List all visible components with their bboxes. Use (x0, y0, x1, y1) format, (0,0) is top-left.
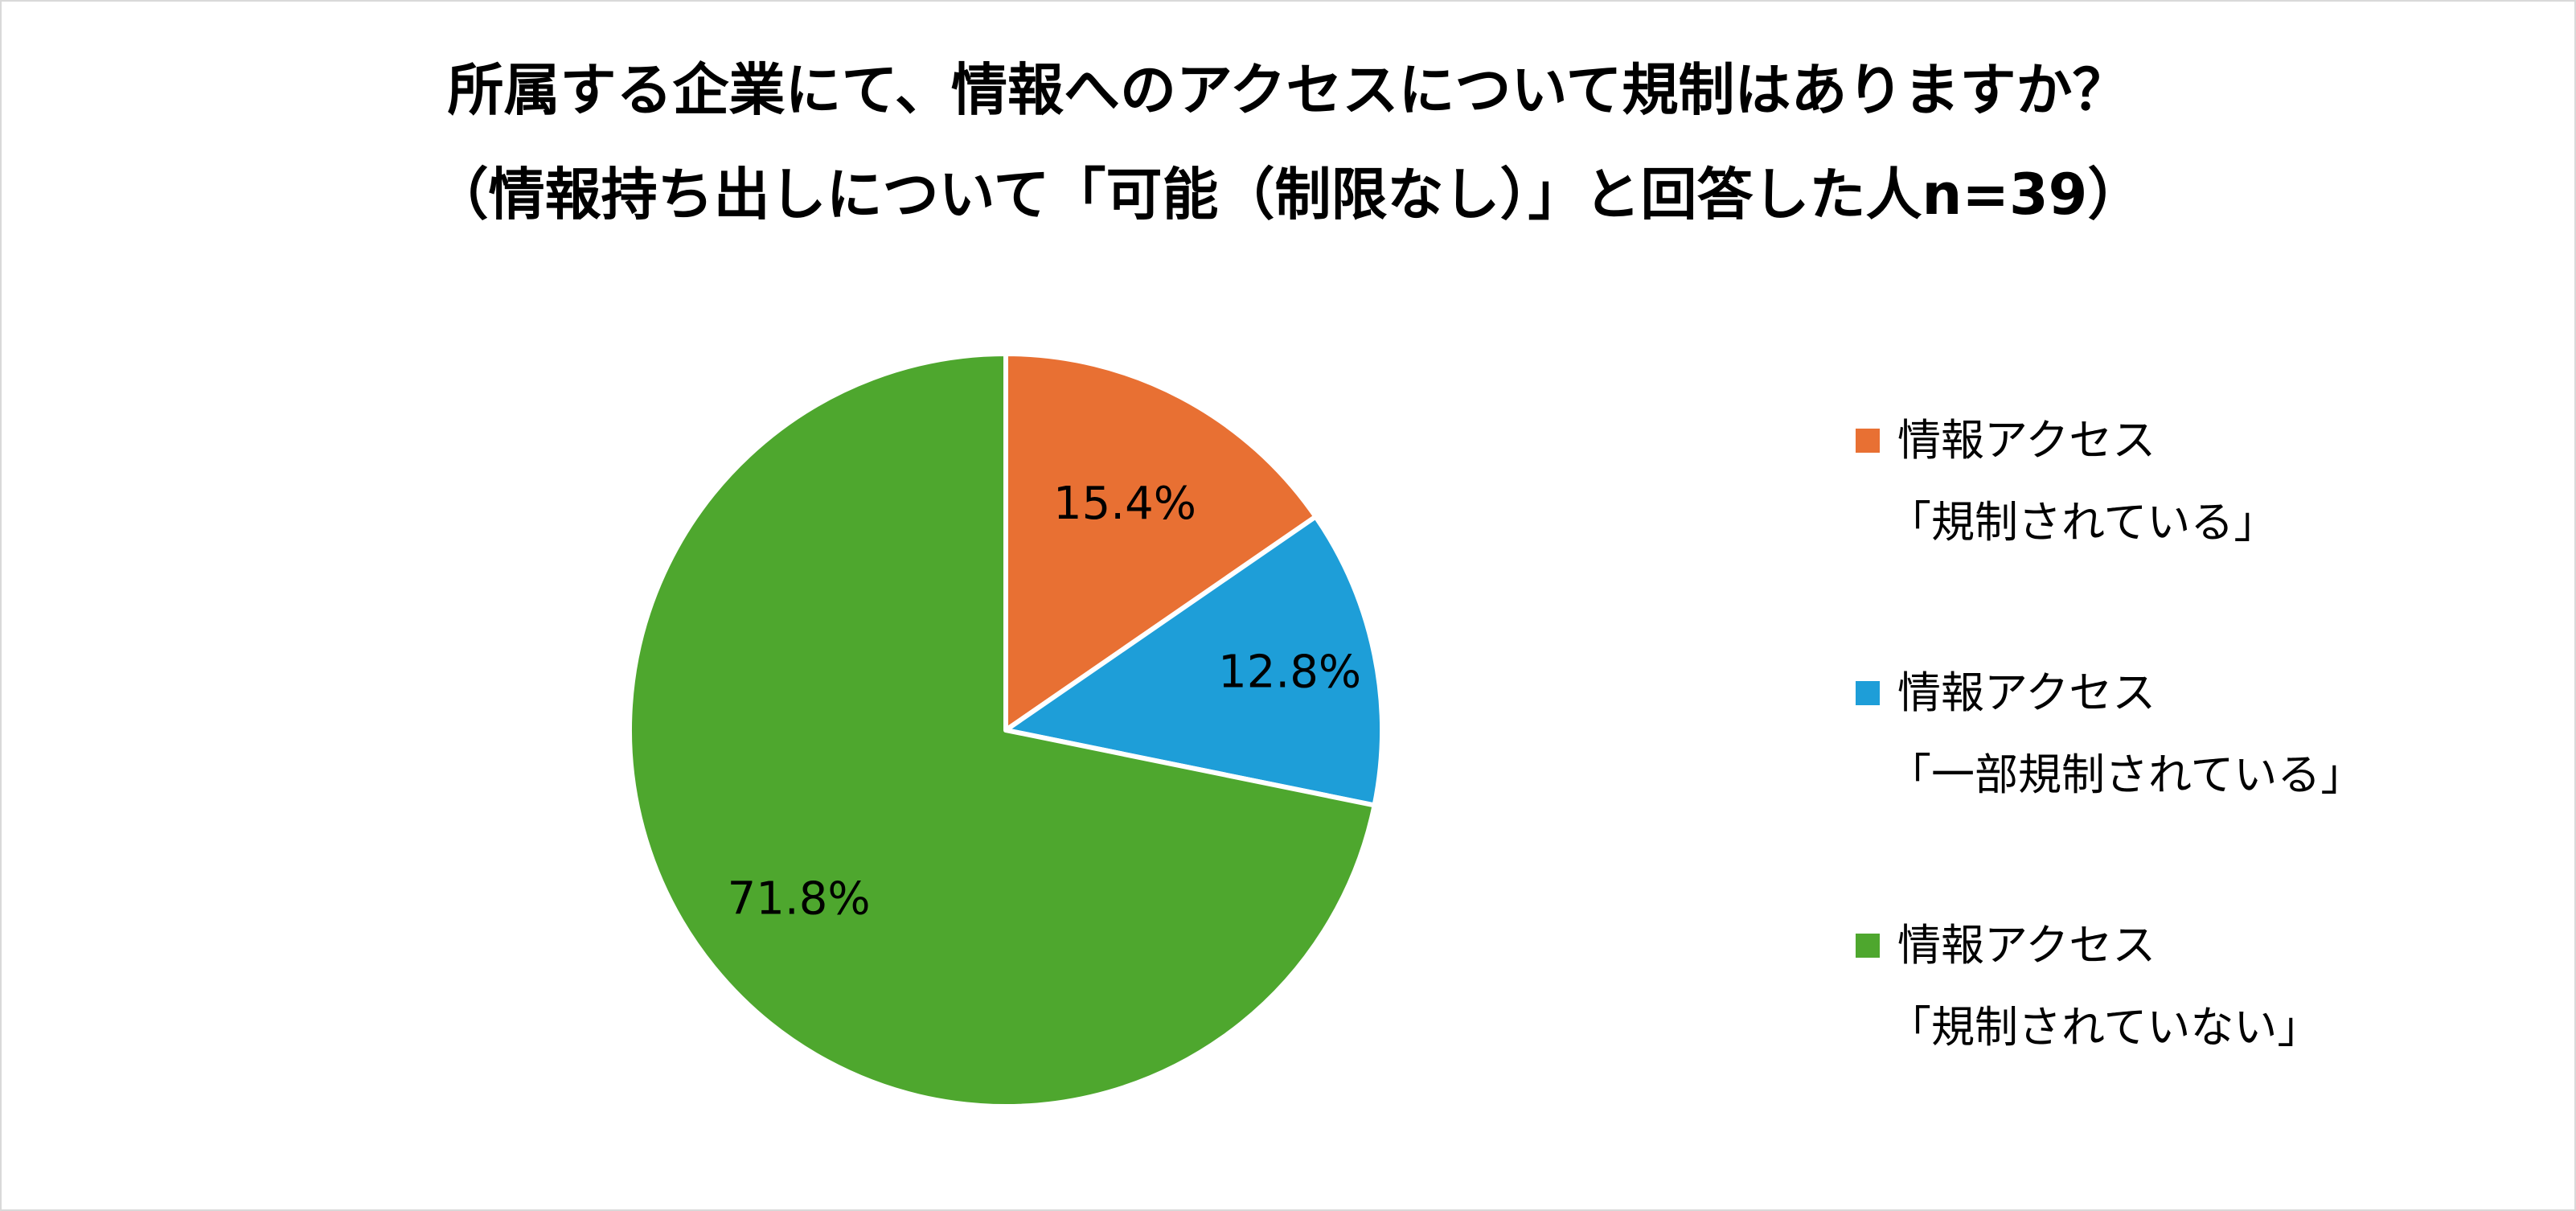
data-label: 12.8% (1218, 647, 1361, 699)
legend-label-line1: 情報アクセス (1897, 415, 2156, 466)
pie-data-labels: 15.4% 12.8% 71.8% (728, 478, 1361, 926)
data-label: 71.8% (728, 873, 871, 926)
pie-slice-not-regulated (626, 351, 1377, 1109)
legend-label-line2: 「一部規制されている」 (1888, 749, 2365, 800)
legend-swatch (1856, 681, 1880, 705)
pie-slices (626, 351, 1384, 1109)
legend-swatch (1856, 934, 1880, 958)
legend-swatch (1856, 429, 1880, 453)
pie-slice-partially-regulated (1003, 514, 1384, 808)
chart-subtitle: （情報持ち出しについて「可能（制限なし）」と回答した人n=39） (432, 162, 2144, 228)
legend-label-line1: 情報アクセス (1897, 920, 2156, 971)
data-label: 15.4% (1053, 478, 1196, 530)
legend-label-line2: 「規制されている」 (1888, 497, 2278, 548)
chart-title: 所属する企業にて、情報へのアクセスについて規制はありますか？ (447, 57, 2129, 123)
legend-label-line1: 情報アクセス (1897, 667, 2156, 718)
legend-label-line2: 「規制されていない」 (1888, 1002, 2321, 1053)
pie-slice-regulated (1003, 351, 1319, 733)
